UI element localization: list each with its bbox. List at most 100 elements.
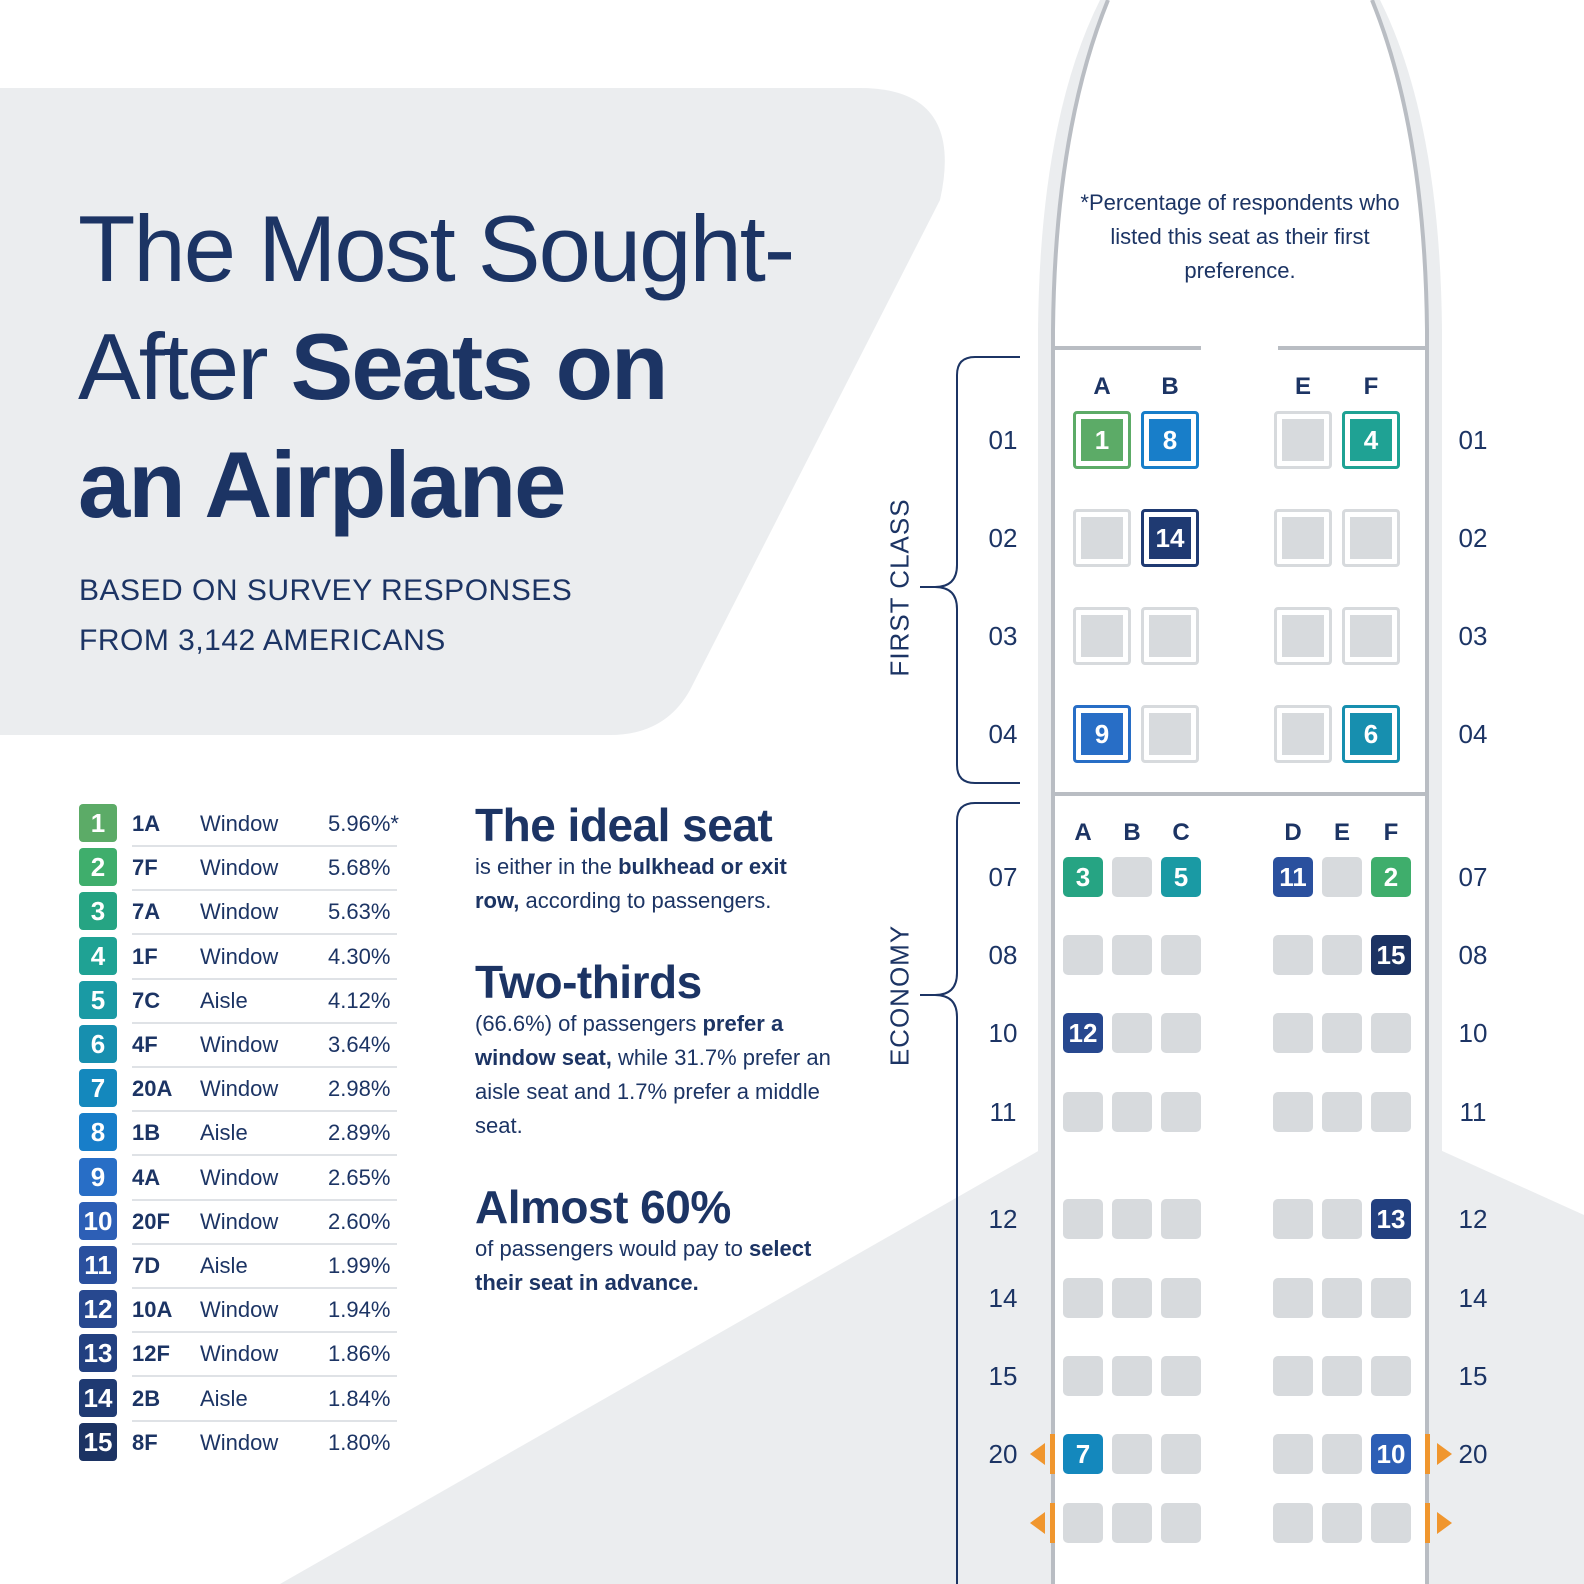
seat-code: 10A: [132, 1297, 173, 1323]
seat[interactable]: [1371, 1356, 1411, 1396]
seat[interactable]: [1273, 935, 1313, 975]
seat[interactable]: 8: [1141, 411, 1199, 469]
rank-badge: 1: [79, 804, 117, 842]
seat[interactable]: [1371, 1092, 1411, 1132]
seat[interactable]: [1322, 935, 1362, 975]
seat[interactable]: 14: [1141, 509, 1199, 567]
seat-fill: 8: [1149, 419, 1191, 461]
row-label: 20: [1458, 1439, 1488, 1469]
rank-badge: 6: [79, 1025, 117, 1063]
seat[interactable]: [1274, 705, 1332, 763]
seat-type: Aisle: [200, 1120, 248, 1146]
row-label: 20: [988, 1439, 1018, 1469]
seat[interactable]: [1161, 1278, 1201, 1318]
row-label: 04: [988, 719, 1018, 749]
seat-percentage: 2.89%: [328, 1120, 391, 1146]
seat[interactable]: [1342, 607, 1400, 665]
column-label: F: [1363, 373, 1379, 400]
seat[interactable]: [1322, 1503, 1362, 1543]
seat[interactable]: 10: [1371, 1434, 1411, 1474]
stat-block: The ideal seat is either in the bulkhead …: [475, 800, 835, 918]
seat[interactable]: 5: [1161, 857, 1201, 897]
seat[interactable]: [1141, 705, 1199, 763]
exit-arrow-icon: [1030, 1443, 1045, 1465]
seat[interactable]: [1112, 1503, 1152, 1543]
seat[interactable]: [1161, 935, 1201, 975]
seat[interactable]: [1274, 607, 1332, 665]
seat[interactable]: [1371, 1013, 1411, 1053]
seat-type: Aisle: [200, 1253, 248, 1278]
seat[interactable]: [1161, 1356, 1201, 1396]
seat[interactable]: [1273, 1013, 1313, 1053]
seat[interactable]: 4: [1342, 411, 1400, 469]
seat[interactable]: [1161, 1092, 1201, 1132]
seat[interactable]: 13: [1371, 1199, 1411, 1239]
seat[interactable]: [1273, 1503, 1313, 1543]
seat[interactable]: [1322, 1092, 1362, 1132]
seat[interactable]: [1063, 1503, 1103, 1543]
seat-fill: [1350, 615, 1392, 657]
seat-percentage: 1.80%: [328, 1429, 391, 1455]
subtitle: BASED ON SURVEY RESPONSES FROM 3,142 AME…: [79, 574, 573, 657]
seat-percentage: 5.68%: [328, 855, 391, 881]
seat[interactable]: [1161, 1013, 1201, 1053]
seat[interactable]: [1141, 607, 1199, 665]
seat[interactable]: 7: [1063, 1434, 1103, 1474]
seat[interactable]: [1273, 1434, 1313, 1474]
seat[interactable]: [1274, 411, 1332, 469]
stat-text-part: according to passengers.: [519, 888, 772, 913]
seat[interactable]: 9: [1073, 705, 1131, 763]
stat-heading: The ideal seat: [475, 799, 773, 851]
seat[interactable]: [1112, 1199, 1152, 1239]
seat-type: Window: [200, 1297, 279, 1323]
seat[interactable]: 1: [1073, 411, 1131, 469]
seat[interactable]: [1273, 1356, 1313, 1396]
seat[interactable]: [1112, 1356, 1152, 1396]
seat[interactable]: [1112, 857, 1152, 897]
seat[interactable]: [1371, 1278, 1411, 1318]
first-class-label: FIRST CLASS: [884, 498, 915, 677]
seat[interactable]: [1322, 1278, 1362, 1318]
seat[interactable]: [1112, 1434, 1152, 1474]
rank-badge: 8: [79, 1113, 117, 1152]
seat[interactable]: [1073, 509, 1131, 567]
seat[interactable]: 6: [1342, 705, 1400, 763]
seat[interactable]: [1273, 1092, 1313, 1132]
stat-text-part: bulkhead or exit row,: [475, 854, 787, 913]
seat[interactable]: [1112, 1092, 1152, 1132]
seat[interactable]: [1063, 1199, 1103, 1239]
seat[interactable]: [1161, 1503, 1201, 1543]
seat[interactable]: 15: [1371, 935, 1411, 975]
seat[interactable]: [1112, 1013, 1152, 1053]
wing-right-shape: [1440, 1150, 1584, 1584]
seat-type: Window: [200, 1429, 279, 1455]
seat[interactable]: 12: [1063, 1013, 1103, 1053]
seat[interactable]: [1112, 1278, 1152, 1318]
seat[interactable]: [1273, 1199, 1313, 1239]
seat[interactable]: [1274, 509, 1332, 567]
seat[interactable]: [1273, 1278, 1313, 1318]
seat[interactable]: 3: [1063, 857, 1103, 897]
seat[interactable]: [1342, 509, 1400, 567]
seat[interactable]: [1063, 1278, 1103, 1318]
seat[interactable]: 2: [1371, 857, 1411, 897]
seat[interactable]: [1063, 1356, 1103, 1396]
seat[interactable]: [1322, 1199, 1362, 1239]
seat[interactable]: [1322, 857, 1362, 897]
seat[interactable]: [1112, 935, 1152, 975]
seat[interactable]: 11: [1273, 857, 1313, 897]
seat-code: 1F: [132, 943, 158, 969]
seat[interactable]: [1322, 1013, 1362, 1053]
seat[interactable]: [1073, 607, 1131, 665]
seat[interactable]: [1161, 1434, 1201, 1474]
seat[interactable]: [1161, 1199, 1201, 1239]
seat[interactable]: [1063, 935, 1103, 975]
seat-fill: [1282, 517, 1324, 559]
seat-type: Window: [200, 899, 279, 925]
seat[interactable]: [1322, 1434, 1362, 1474]
seat-code: 7D: [132, 1253, 161, 1278]
seat[interactable]: [1063, 1092, 1103, 1132]
seat[interactable]: [1371, 1503, 1411, 1543]
seat[interactable]: [1322, 1356, 1362, 1396]
